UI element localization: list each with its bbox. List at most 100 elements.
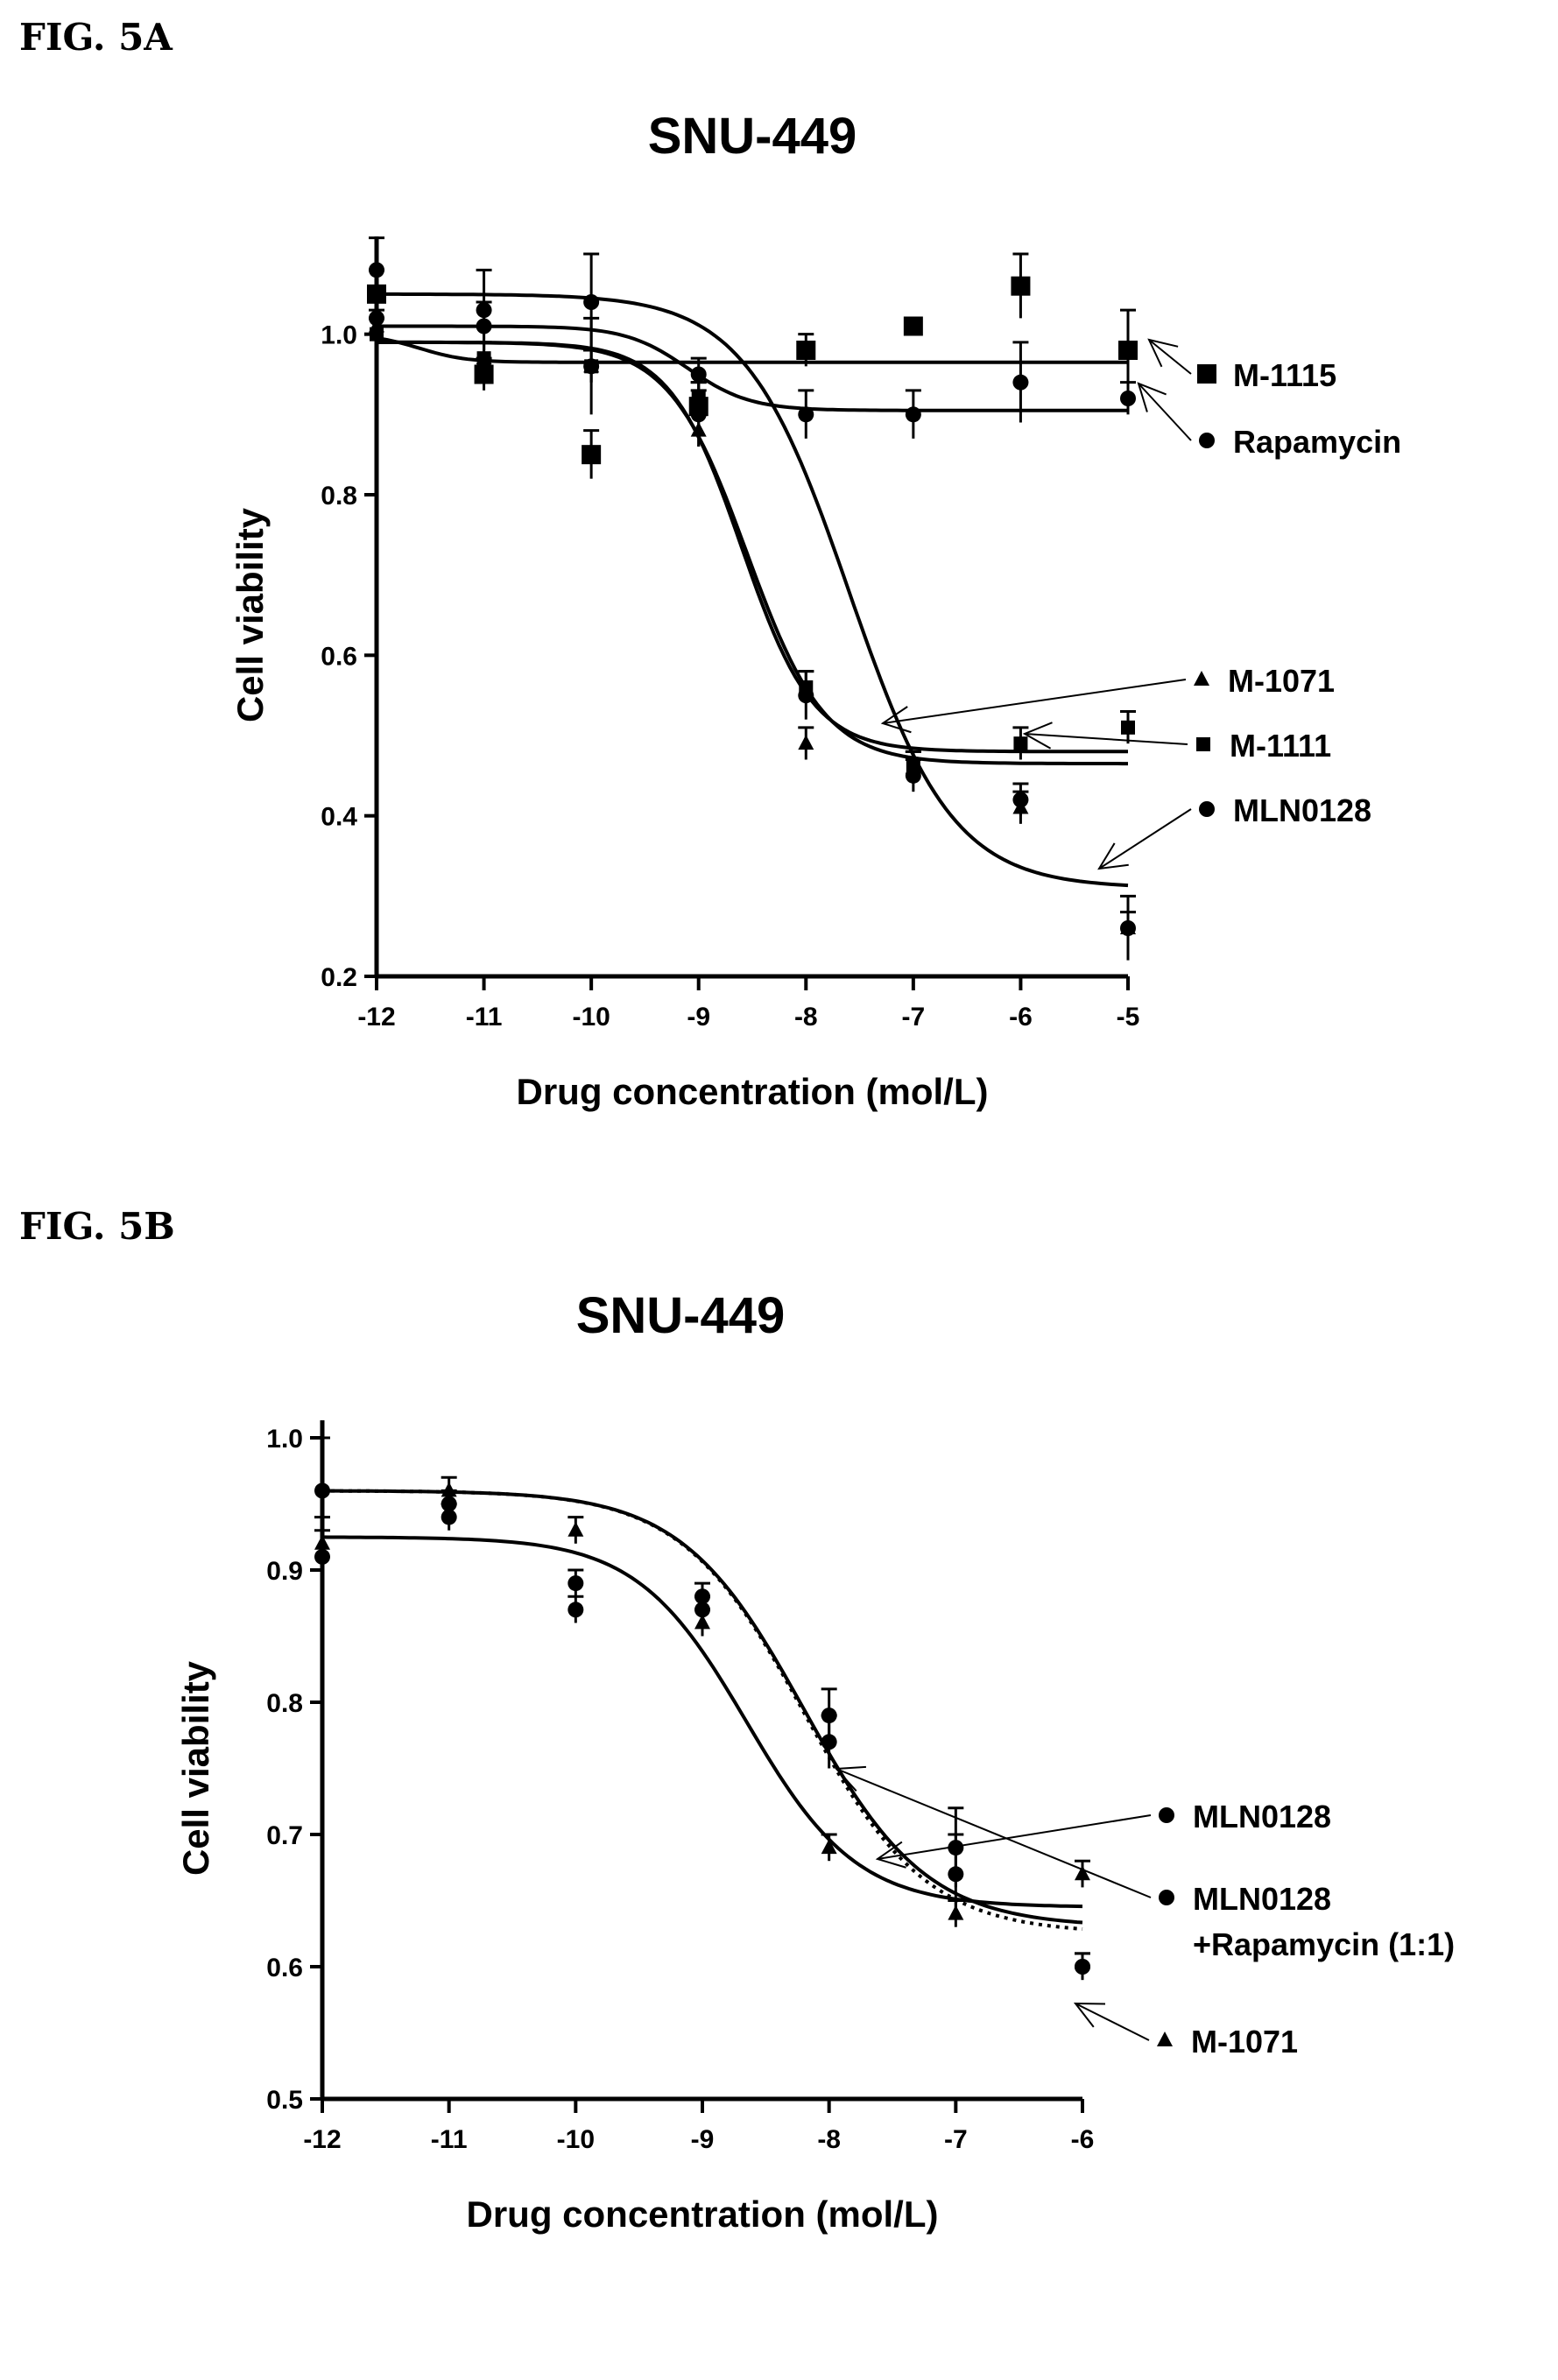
legend-label-mln0128: MLN0128: [1193, 1799, 1331, 1834]
data-point-mln0128: [568, 1602, 584, 1618]
data-point-m-1071: [690, 421, 707, 437]
chart-title: SNU-449: [648, 108, 857, 165]
legend-label-mln0128: MLN0128: [1233, 792, 1371, 828]
y-tick-label: 1.0: [266, 1425, 303, 1454]
y-axis-label: Cell viability: [175, 1660, 216, 1876]
data-point-mln0128-rapamycin-1-1: [694, 1588, 710, 1605]
arrow-head: [880, 706, 912, 734]
data-point-mln0128-rapamycin-1-1: [314, 1548, 330, 1565]
data-point-m-1111: [476, 351, 491, 366]
legend-marker-mln0128: [1199, 801, 1215, 817]
legend-label-m-1115: M-1115: [1233, 357, 1336, 393]
chart-fig-5a: SNU-449 0.2 0.4 0.6 0.8 1.0 -12 -11 -10 -9 -8 -7 -6 -…: [229, 108, 1401, 1112]
arrow-head: [1097, 842, 1129, 870]
legend-marker-rapamycin: [1199, 433, 1215, 448]
plot-area: SNU-449 0.2 0.4 0.6 0.8 1.0 -12 -11 -10 -9 -8 -7 -6 -…: [229, 108, 1401, 1112]
data-point-mln0128: [1012, 792, 1029, 808]
chart-fig-5b: SNU-449 0.5 0.6 0.7 0.8 0.9 1.0 -12 -11 -10 -9 -8 -7…: [175, 1287, 1455, 2235]
data-point-m-1115: [903, 316, 923, 336]
arrow-head: [834, 1765, 866, 1792]
legend-marker-m-1111: [1196, 737, 1210, 751]
arrow-head: [1022, 722, 1053, 750]
y-tick-label: 0.8: [266, 1689, 303, 1718]
data-point-mln0128: [1120, 920, 1136, 936]
arrow-line: [1024, 733, 1188, 745]
figure-label-5a: FIG. 5A: [19, 16, 173, 59]
x-tick-label: -7: [944, 2125, 968, 2154]
data-point-m-1111: [584, 359, 599, 374]
x-tick-label: -12: [357, 1003, 395, 1032]
arrow-line: [877, 1814, 1152, 1860]
data-point-m-1071: [798, 735, 814, 750]
arrow-head: [875, 1841, 906, 1869]
data-point-rapamycin: [1120, 391, 1136, 406]
data-point-m-1071: [948, 1905, 964, 1920]
x-tick-label: -9: [691, 2125, 715, 2154]
data-point-rapamycin: [905, 406, 921, 423]
data-point-m-1111: [691, 391, 706, 405]
y-axis-label: Cell viability: [229, 507, 271, 722]
data-point-rapamycin: [369, 262, 384, 278]
x-tick-label: -11: [431, 2125, 468, 2154]
legend-label-m-1071: M-1071: [1191, 2024, 1298, 2060]
y-tick-label: 0.4: [321, 803, 357, 832]
data-point-mln0128: [476, 318, 492, 334]
fit-curve-rapamycin: [377, 324, 1128, 412]
figure-label-5b: FIG. 5B: [19, 1205, 175, 1248]
x-tick-label: -10: [557, 2125, 595, 2154]
data-point-m-1071: [694, 1614, 710, 1630]
arrow-line: [1098, 808, 1192, 870]
fit-curve-mln0128: [377, 292, 1129, 888]
data-point-mln0128: [798, 687, 814, 704]
y-tick-label: 0.9: [266, 1557, 303, 1586]
fit-curve-m-1111: [377, 340, 1128, 754]
arrow-line: [1138, 383, 1192, 441]
arrow-line: [1148, 339, 1192, 375]
legend-marker-m-1071: [1157, 2031, 1173, 2046]
arrow-head: [1073, 2002, 1106, 2028]
legend-marker-m-1071: [1194, 671, 1209, 686]
chart-title: SNU-449: [576, 1287, 786, 1344]
data-point-mln0128: [314, 1482, 330, 1499]
x-tick-label: -8: [794, 1003, 818, 1032]
x-tick-label: -9: [687, 1003, 710, 1032]
data-point-m-1071: [1075, 1865, 1090, 1881]
x-tick-label: -8: [817, 2125, 841, 2154]
y-tick-label: 1.0: [321, 321, 357, 350]
legend-marker-mln0128-rapamycin-1-1: [1159, 1890, 1174, 1905]
plot-area: SNU-449 0.5 0.6 0.7 0.8 0.9 1.0 -12 -11 -10 -9 -8 -7…: [175, 1287, 1455, 2235]
x-tick-label: -7: [902, 1003, 926, 1032]
data-point-m-1115: [1118, 341, 1138, 360]
y-tick-label: 0.8: [321, 482, 357, 511]
fit-curve-m-1115: [376, 336, 1128, 364]
y-tick-label: 0.6: [266, 1954, 303, 1982]
data-point-mln0128-rapamycin-1-1: [821, 1734, 837, 1750]
data-point-m-1115: [582, 445, 602, 465]
x-axis-label: Drug concentration (mol/L): [517, 1071, 989, 1112]
data-point-mln0128: [369, 310, 384, 327]
arrow-head: [1137, 382, 1167, 412]
legend-marker-mln0128: [1159, 1807, 1174, 1823]
fit-curve-mln0128: [322, 1489, 1083, 1925]
legend-label-m-1071: M-1071: [1228, 663, 1335, 699]
data-point-m-1071: [821, 1839, 837, 1855]
fit-curve-m-1071: [377, 340, 1128, 766]
arrow-head: [1147, 338, 1179, 368]
data-point-mln0128-rapamycin-1-1: [948, 1866, 964, 1883]
legend-label-rapamycin: Rapamycin: [1233, 424, 1401, 460]
data-point-m-1111: [1013, 736, 1028, 751]
x-tick-label: -5: [1117, 1003, 1140, 1032]
data-point-m-1071: [314, 1534, 330, 1550]
data-point-mln0128: [690, 366, 707, 383]
legend-label-m-1111: M-1111: [1230, 728, 1331, 764]
data-point-mln0128-rapamycin-1-1: [1075, 1959, 1090, 1975]
x-tick-label: -6: [1009, 1003, 1033, 1032]
x-tick-label: -6: [1071, 2125, 1095, 2154]
data-point-m-1111: [1121, 720, 1135, 735]
arrow-line: [882, 679, 1187, 724]
data-point-mln0128-rapamycin-1-1: [568, 1575, 584, 1592]
y-tick-label: 0.2: [321, 963, 357, 992]
x-tick-label: -10: [572, 1003, 610, 1032]
data-point-rapamycin: [798, 406, 814, 423]
data-point-m-1115: [796, 341, 816, 360]
